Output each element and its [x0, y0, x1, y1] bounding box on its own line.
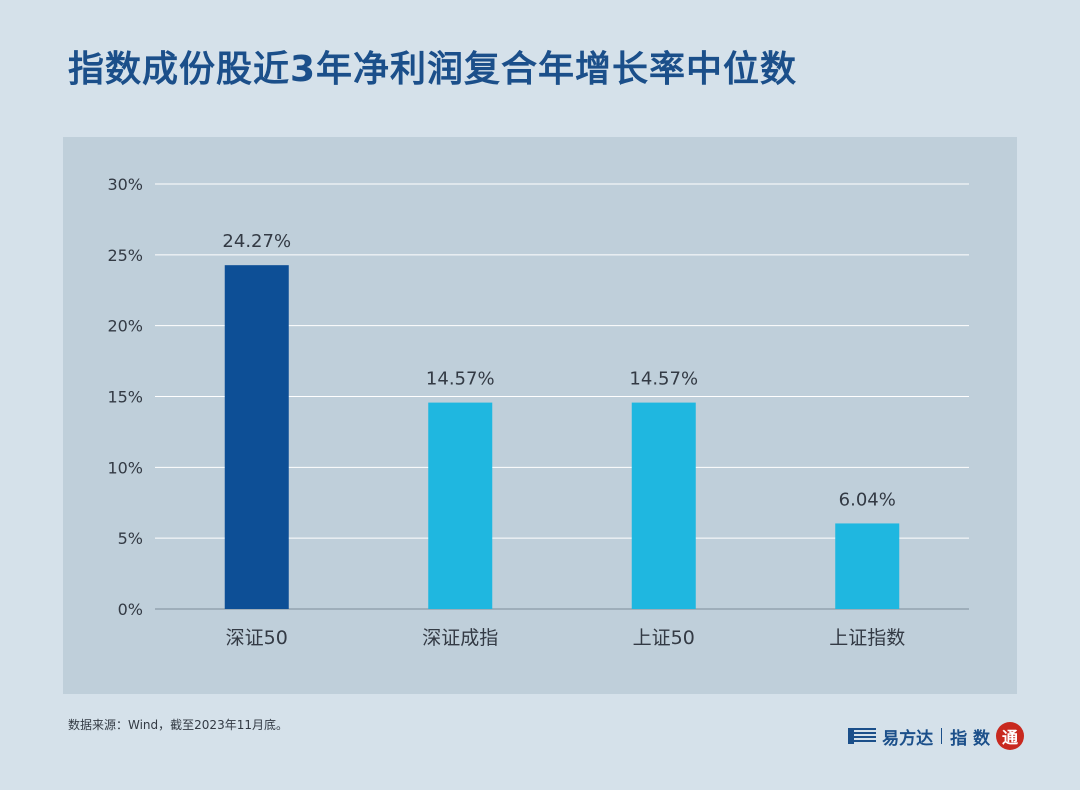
bar [631, 402, 696, 609]
data-label: 14.57% [629, 369, 698, 390]
x-tick-label: 上证50 [633, 627, 695, 649]
y-tick-label: 30% [107, 175, 143, 194]
chart-panel: 0% 5% 10% 15% 20% 25% 30% 24.27% 深证50 14.57% 深证成指 1… [63, 137, 1017, 694]
y-tick-label: 20% [107, 317, 143, 336]
data-label: 24.27% [222, 231, 291, 252]
y-tick-label: 25% [107, 246, 143, 265]
data-label: 6.04% [839, 489, 896, 510]
bar-chart: 0% 5% 10% 15% 20% 25% 30% 24.27% 深证50 14.57% 深证成指 1… [107, 175, 969, 649]
x-tick-label: 深证成指 [422, 627, 498, 649]
data-label: 14.57% [426, 369, 495, 390]
brand-separator [941, 728, 943, 744]
y-tick-label: 5% [118, 529, 143, 548]
brand-logo: 易方达 指 数 通 [848, 722, 1024, 750]
x-tick-label: 上证指数 [829, 627, 905, 649]
brand-sub: 指 数 [950, 728, 990, 749]
bar [428, 402, 493, 609]
data-source-note: 数据来源：Wind，截至2023年11月底。 [68, 718, 288, 732]
brand-name: 易方达 [882, 728, 934, 749]
seal-icon: 通 [996, 722, 1024, 750]
bar [835, 523, 900, 609]
x-tick-label: 深证50 [226, 627, 288, 649]
y-tick-label: 10% [107, 458, 143, 477]
y-tick-label: 0% [118, 600, 143, 619]
y-tick-label: 15% [107, 388, 143, 407]
brand-logo-icon [848, 728, 877, 744]
bar [224, 265, 289, 609]
page-title: 指数成份股近3年净利润复合年增长率中位数 [68, 49, 798, 90]
